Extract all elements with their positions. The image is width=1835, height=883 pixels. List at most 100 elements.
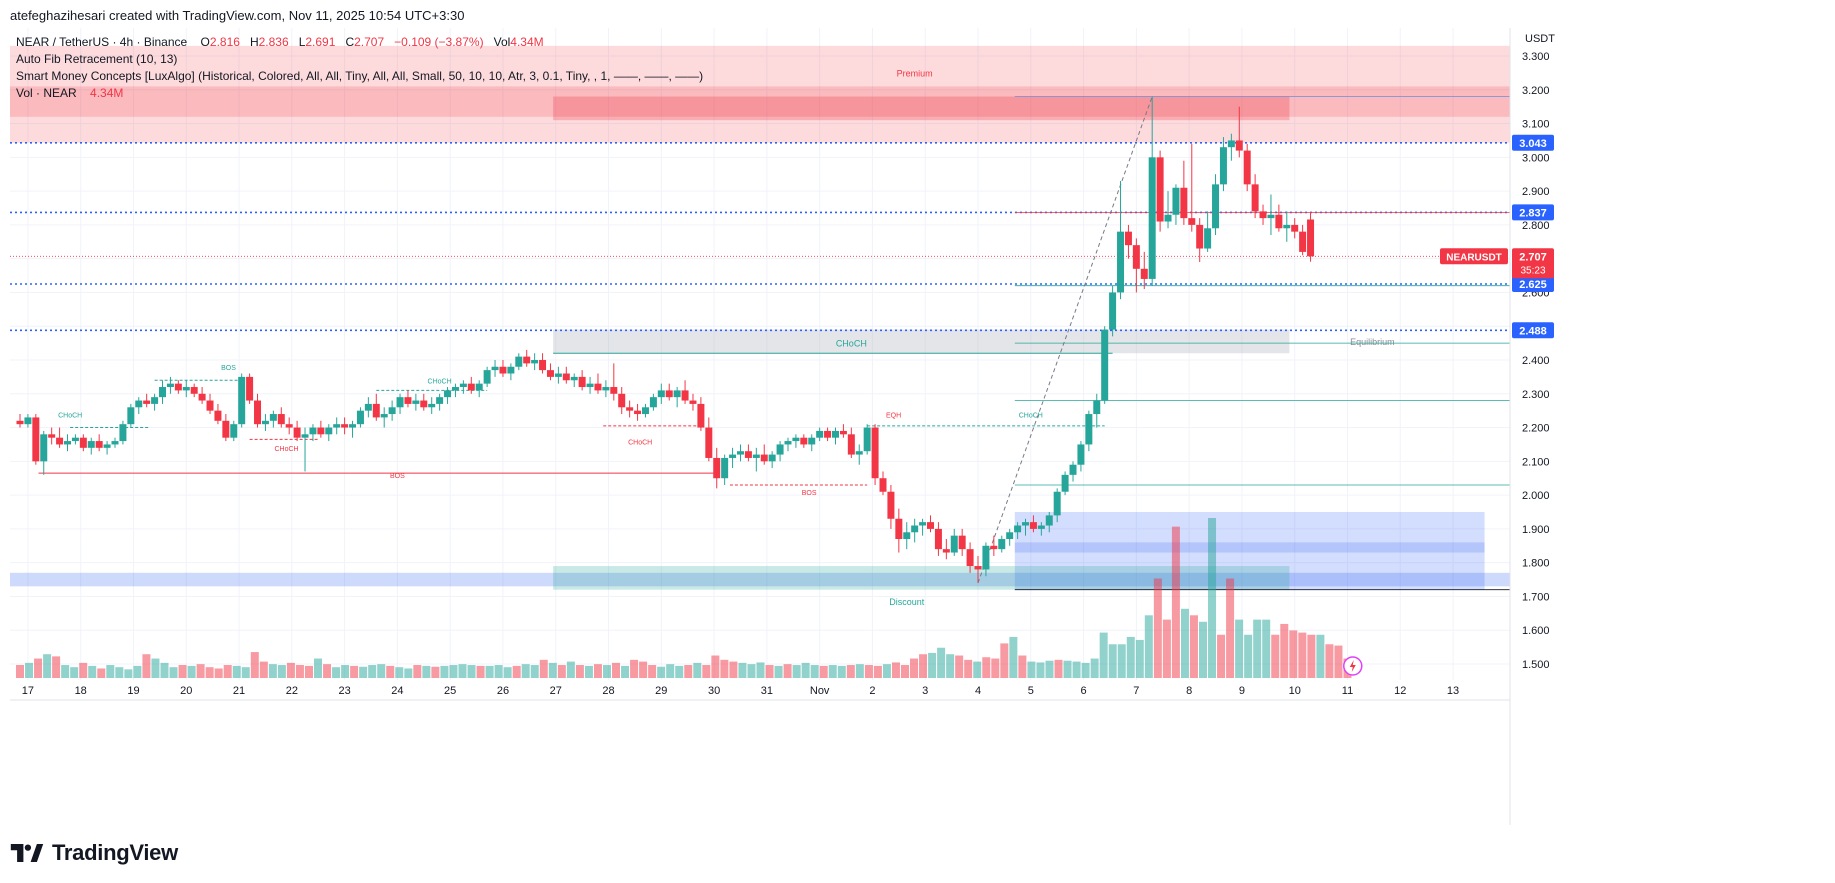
candle-body[interactable] — [1014, 525, 1022, 533]
indicator-fib[interactable]: Auto Fib Retracement (10, 13) — [16, 52, 178, 66]
candle-body[interactable] — [293, 427, 301, 438]
symbol-tag[interactable] — [1440, 248, 1508, 265]
candle-body[interactable] — [214, 410, 222, 421]
candle-body[interactable] — [451, 387, 459, 391]
candle-body[interactable] — [546, 370, 554, 377]
candle-body[interactable] — [1235, 140, 1243, 151]
candle-body[interactable] — [87, 441, 95, 448]
candle-body[interactable] — [736, 451, 744, 455]
candle-body[interactable] — [1227, 140, 1235, 148]
indicator-volume[interactable]: Vol · NEAR 4.34M — [16, 85, 703, 102]
candle-body[interactable] — [1164, 214, 1172, 222]
price-badge[interactable] — [1512, 204, 1554, 221]
candle-body[interactable] — [689, 400, 697, 404]
candle-body[interactable] — [1109, 292, 1117, 330]
candle-body[interactable] — [776, 444, 784, 455]
candle-body[interactable] — [206, 400, 214, 411]
candle-body[interactable] — [1117, 231, 1125, 293]
candle-body[interactable] — [816, 430, 824, 438]
candle-body[interactable] — [681, 390, 689, 401]
candle-body[interactable] — [444, 390, 452, 398]
candle-body[interactable] — [641, 407, 649, 415]
candle-body[interactable] — [618, 393, 626, 408]
candle-body[interactable] — [974, 566, 982, 570]
candle-body[interactable] — [570, 376, 578, 381]
candle-body[interactable] — [95, 441, 103, 448]
price-badge[interactable] — [1512, 134, 1554, 151]
candle-body[interactable] — [246, 376, 254, 401]
candle-body[interactable] — [697, 403, 705, 428]
candle-body[interactable] — [32, 417, 40, 462]
candle-body[interactable] — [459, 383, 467, 388]
equilibrium-zone[interactable] — [553, 329, 1290, 354]
candle-body[interactable] — [420, 400, 428, 408]
candle-body[interactable] — [380, 414, 388, 418]
candle-body[interactable] — [301, 434, 309, 438]
candle-body[interactable] — [56, 437, 64, 445]
candle-body[interactable] — [942, 549, 950, 553]
candle-body[interactable] — [998, 539, 1006, 550]
candle-body[interactable] — [475, 383, 483, 391]
candle-body[interactable] — [111, 441, 119, 445]
candle-body[interactable] — [491, 366, 499, 371]
candle-body[interactable] — [412, 400, 420, 404]
candle-body[interactable] — [990, 545, 998, 550]
candle-body[interactable] — [1307, 219, 1315, 257]
candle-body[interactable] — [958, 535, 966, 550]
candle-body[interactable] — [166, 383, 174, 388]
price-chart[interactable]: Premium Equilibrium Discount CHoCH BOS CHoCH C… — [10, 28, 1825, 825]
candle-body[interactable] — [182, 387, 190, 391]
candle-body[interactable] — [1156, 157, 1164, 222]
candle-body[interactable] — [356, 410, 364, 425]
candle-body[interactable] — [151, 397, 159, 404]
candle-body[interactable] — [499, 366, 507, 374]
candle-body[interactable] — [396, 397, 404, 408]
candle-body[interactable] — [1219, 147, 1227, 185]
candle-body[interactable] — [792, 437, 800, 442]
candle-body[interactable] — [705, 427, 713, 458]
premium-zone[interactable] — [10, 45, 1510, 143]
candle-body[interactable] — [784, 441, 792, 445]
candle-body[interactable] — [1212, 184, 1220, 229]
candle-body[interactable] — [911, 525, 919, 533]
candle-body[interactable] — [982, 545, 990, 570]
candle-body[interactable] — [436, 397, 444, 404]
candle-body[interactable] — [1053, 491, 1061, 516]
candle-body[interactable] — [744, 451, 752, 458]
candle-body[interactable] — [808, 437, 816, 445]
candle-body[interactable] — [388, 407, 396, 415]
candle-body[interactable] — [71, 437, 79, 442]
candle-body[interactable] — [515, 356, 523, 367]
candle-body[interactable] — [879, 478, 887, 492]
candle-body[interactable] — [119, 424, 127, 442]
candle-body[interactable] — [1069, 464, 1077, 475]
candle-body[interactable] — [1037, 525, 1045, 529]
symbol-title[interactable]: NEAR / TetherUS · 4h · Binance — [16, 35, 188, 49]
candle-body[interactable] — [950, 535, 958, 553]
candle-body[interactable] — [1283, 224, 1291, 229]
candle-body[interactable] — [586, 383, 594, 388]
candle-body[interactable] — [404, 397, 412, 404]
candle-body[interactable] — [48, 434, 56, 438]
candle-body[interactable] — [16, 420, 24, 425]
candle-body[interactable] — [713, 457, 721, 479]
candle-body[interactable] — [190, 387, 198, 394]
candle-body[interactable] — [79, 437, 87, 448]
candle-body[interactable] — [871, 427, 879, 479]
candle-body[interactable] — [1061, 474, 1069, 492]
candle-body[interactable] — [1093, 400, 1101, 415]
candle-body[interactable] — [1045, 515, 1053, 526]
candle-body[interactable] — [903, 532, 911, 540]
price-badge[interactable] — [1512, 276, 1554, 292]
candle-body[interactable] — [1124, 231, 1132, 246]
candle-body[interactable] — [325, 427, 333, 435]
candle-body[interactable] — [578, 376, 586, 388]
candle-body[interactable] — [24, 417, 32, 425]
candle-body[interactable] — [760, 454, 768, 462]
candle-body[interactable] — [483, 370, 491, 384]
candle-body[interactable] — [1085, 414, 1093, 445]
candle-body[interactable] — [103, 444, 111, 448]
candle-body[interactable] — [927, 522, 935, 529]
candle-body[interactable] — [729, 454, 737, 458]
candle-body[interactable] — [1251, 184, 1259, 212]
